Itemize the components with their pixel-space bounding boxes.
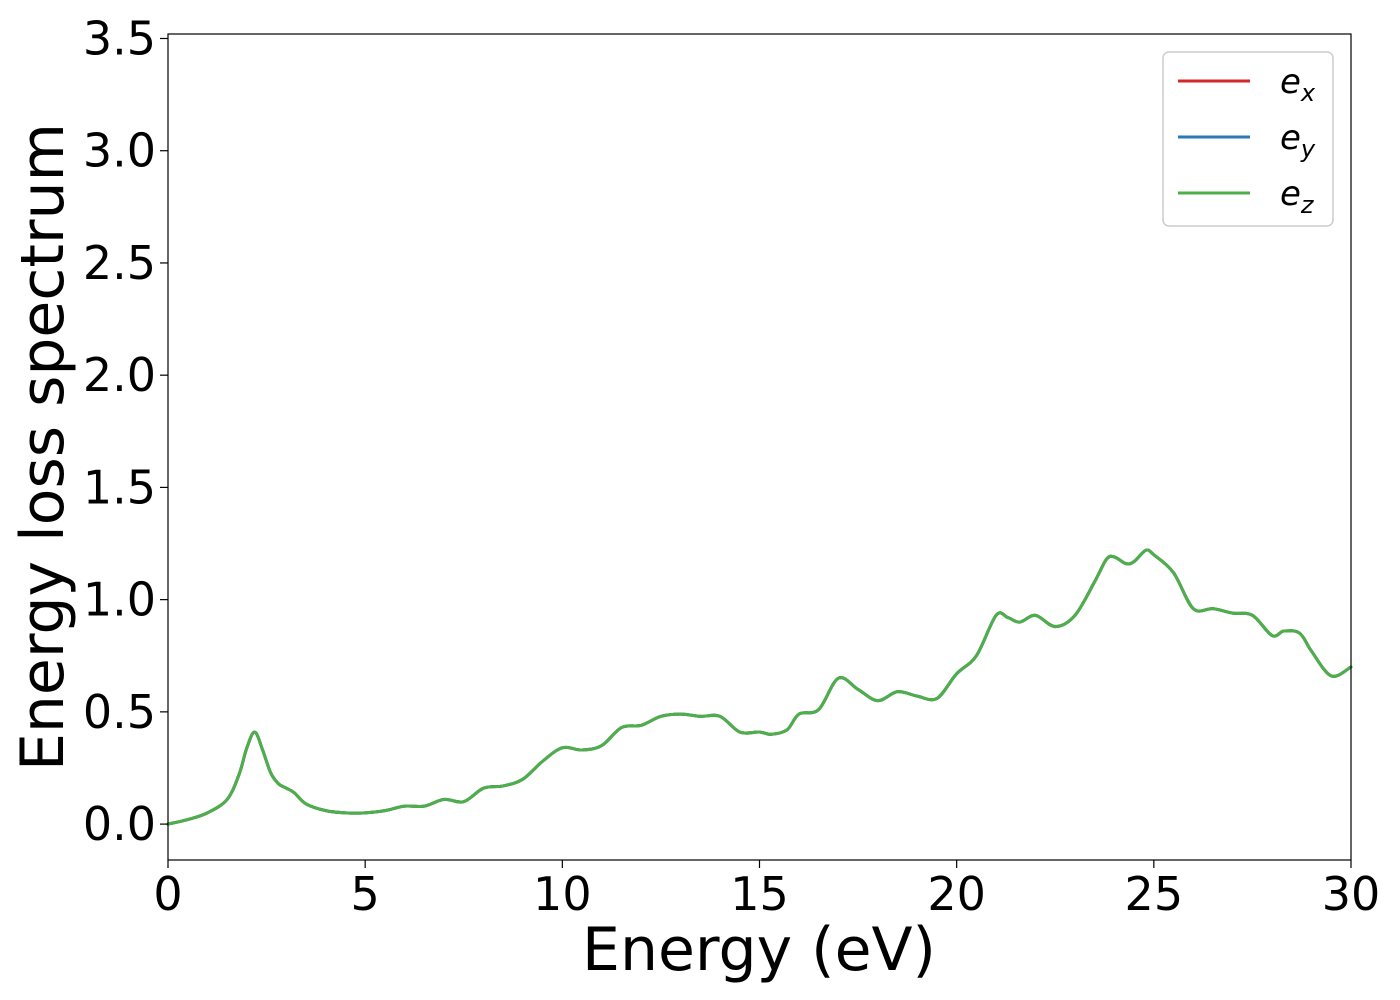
y-tick-label: 1.0 xyxy=(83,573,156,627)
series-layer xyxy=(166,548,1353,826)
series-line-ez xyxy=(166,548,1353,826)
y-axis-ticks: 0.0 0.5 1.0 1.5 2.0 2.5 3.0 3.5 xyxy=(83,11,168,851)
y-tick-label: 2.5 xyxy=(83,236,156,290)
y-tick-label: 2.0 xyxy=(83,348,156,402)
y-tick-label: 0.5 xyxy=(83,685,156,739)
x-tick-label: 20 xyxy=(927,867,986,921)
y-axis-label: Energy loss spectrum xyxy=(8,123,78,771)
legend: ex ey ez xyxy=(1162,51,1334,227)
y-tick-label: 3.0 xyxy=(83,124,156,178)
plot-frame xyxy=(167,33,1352,861)
x-tick-label: 25 xyxy=(1125,867,1184,921)
x-tick-label: 15 xyxy=(730,867,789,921)
legend-label-ey: ey xyxy=(1280,118,1316,163)
plot-background xyxy=(168,34,1351,860)
legend-label-ez: ez xyxy=(1280,174,1315,219)
legend-label-ex: ex xyxy=(1280,62,1316,107)
x-axis-ticks: 0 5 10 15 20 25 30 xyxy=(153,860,1380,921)
x-tick-label: 10 xyxy=(533,867,592,921)
y-tick-label: 1.5 xyxy=(83,460,156,514)
legend-box xyxy=(1162,51,1334,227)
y-tick-label: 0.0 xyxy=(83,797,156,851)
x-tick-label: 0 xyxy=(153,867,182,921)
x-tick-label: 30 xyxy=(1322,867,1381,921)
x-tick-label: 5 xyxy=(351,867,380,921)
y-tick-label: 3.5 xyxy=(83,11,156,65)
x-axis-label: Energy (eV) xyxy=(582,915,936,985)
